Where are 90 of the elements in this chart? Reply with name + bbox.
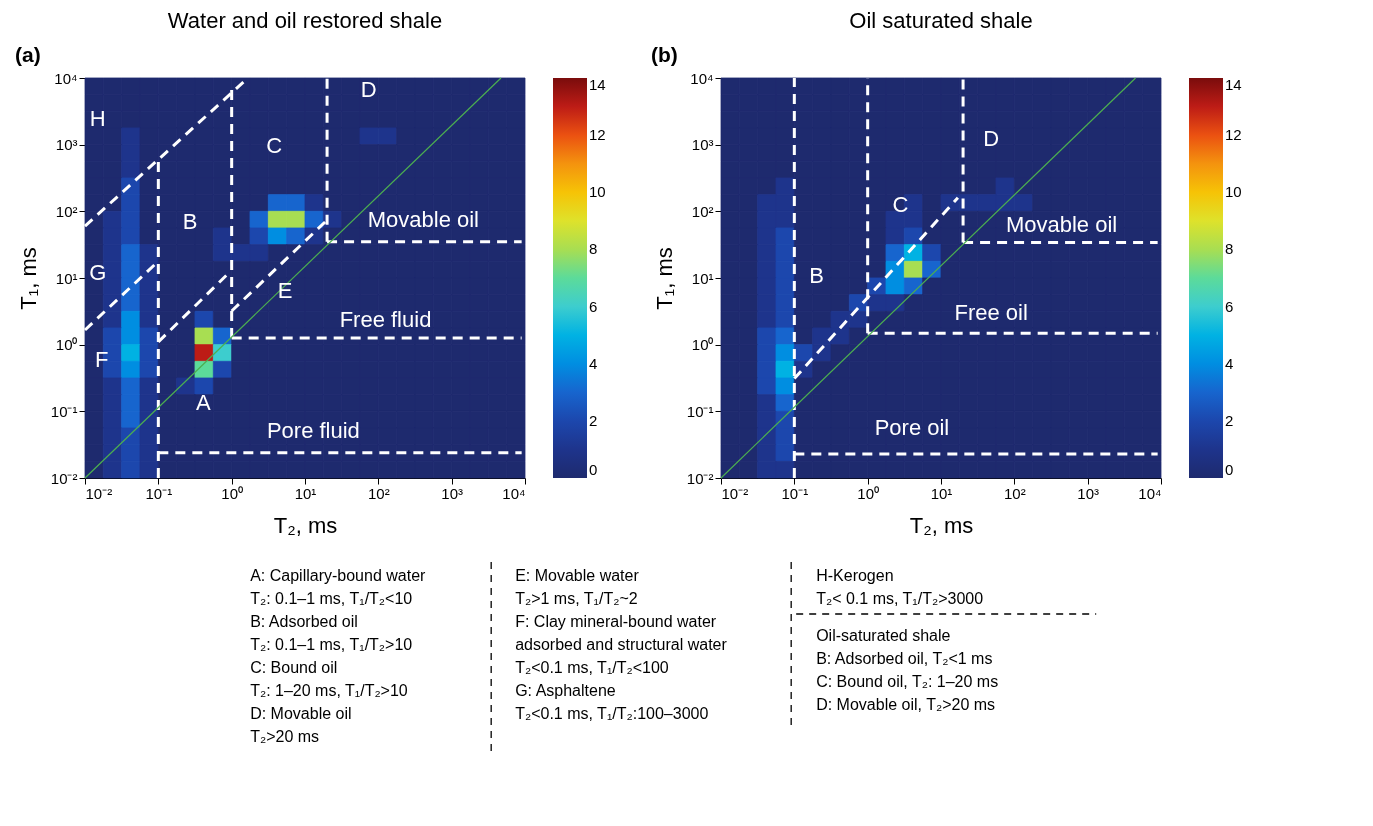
y-axis-title: T₁, ms [15, 247, 41, 310]
text: adsorbed and structural water [515, 636, 728, 653]
text: (a) [15, 43, 41, 66]
color-bar-label: 6 [589, 297, 598, 315]
text: C: Bound oil, T₂: 1–20 ms [816, 673, 999, 690]
text: T₂: 0.1–1 ms, T₁/T₂<10 [250, 590, 413, 607]
annotation: Free fluid [339, 307, 432, 333]
text: T₂: 1–20 ms, T₁/T₂>10 [250, 682, 408, 699]
y-tick-label: 10² [55, 202, 78, 220]
color-bar-label: 10 [1225, 183, 1242, 201]
x-tick-label: 10³ [1077, 484, 1100, 502]
annotation: D [360, 77, 377, 103]
x-tick-label: 10³ [441, 484, 464, 502]
annotation: B [182, 208, 198, 234]
x-tick-label: 10⁴ [502, 484, 526, 502]
y-tick-label: 10² [691, 202, 714, 220]
annotation: F [94, 347, 109, 372]
y-tick-label: 10⁻² [686, 469, 714, 487]
annotation: Movable oil [367, 206, 479, 232]
annotation: Movable oil [1005, 211, 1118, 237]
color-bar-label: 4 [1225, 354, 1234, 372]
y-tick-label: 10⁻¹ [50, 402, 78, 420]
y-tick-label: 10¹ [691, 269, 714, 287]
chart-title: Water and oil restored shale [167, 8, 443, 33]
text: C: Bound oil [250, 659, 338, 676]
x-axis-title: T₂, ms [909, 512, 974, 538]
color-bar-label: 0 [1225, 461, 1234, 478]
color-bar-label: 2 [1225, 411, 1234, 429]
text: T₂>1 ms, T₁/T₂~2 [515, 590, 638, 607]
y-tick-label: 10³ [55, 136, 78, 154]
text: T₂>20 ms [250, 728, 320, 745]
text: T₂<0.1 ms, T₁/T₂<100 [515, 659, 669, 676]
annotation: Free oil [954, 299, 1028, 325]
y-tick-label: 10⁴ [54, 69, 78, 87]
x-axis-title: T₂, ms [273, 512, 338, 538]
x-tick-label: 10⁰ [221, 484, 244, 502]
text: D: Movable oil [250, 705, 352, 722]
x-tick-label: 10⁻¹ [781, 484, 809, 502]
annotation: C [892, 192, 909, 218]
text: G: Asphaltene [515, 682, 616, 699]
annotation: G [89, 259, 107, 285]
text: B: Adsorbed oil, T₂<1 ms [816, 650, 993, 667]
annotation: A [196, 389, 212, 415]
x-tick-label: 10⁻¹ [145, 484, 173, 502]
color-bar-label: 4 [589, 354, 598, 372]
y-tick-label: 10⁰ [55, 336, 78, 354]
y-tick-label: 10⁴ [690, 69, 714, 87]
annotation: D [983, 126, 1000, 152]
y-tick-label: 10⁻² [50, 469, 78, 487]
x-tick-label: 10⁴ [1138, 484, 1162, 502]
text: H-Kerogen [816, 567, 894, 584]
y-tick-label: 10⁰ [691, 336, 714, 354]
text: Oil-saturated shale [816, 627, 951, 644]
annotation: E [277, 277, 293, 303]
color-bar-label: 12 [1225, 126, 1242, 144]
text: A: Capillary-bound water [250, 567, 427, 584]
text: T₂< 0.1 ms, T₁/T₂>3000 [816, 590, 984, 607]
text: D: Movable oil, T₂>20 ms [816, 696, 996, 713]
color-bar-label: 2 [589, 411, 598, 429]
x-tick-label: 10¹ [930, 484, 953, 502]
text: (b) [651, 43, 678, 66]
x-tick-label: 10² [367, 484, 390, 502]
color-bar-label: 8 [589, 240, 598, 258]
color-bar-label: 14 [589, 76, 606, 93]
text: T₂: 0.1–1 ms, T₁/T₂>10 [250, 636, 413, 653]
annotation: B [809, 263, 824, 289]
color-bar-label: 14 [1225, 76, 1242, 93]
color-bar-label: 6 [1225, 297, 1234, 315]
color-bar-label: 8 [1225, 240, 1234, 258]
x-tick-label: 10⁻² [721, 484, 749, 502]
y-tick-label: 10³ [691, 136, 714, 154]
x-tick-label: 10⁰ [857, 484, 880, 502]
annotation: C [266, 133, 283, 158]
annotation: Pore oil [874, 414, 950, 440]
annotation: Pore fluid [266, 417, 360, 443]
text: T₂<0.1 ms, T₁/T₂:100–3000 [515, 705, 709, 722]
color-bar-label: 10 [589, 183, 606, 201]
text: F: Clay mineral-bound water [515, 613, 717, 630]
annotation: H [89, 106, 106, 132]
y-tick-label: 10¹ [55, 269, 78, 287]
text: E: Movable water [515, 567, 640, 584]
chart-title: Oil saturated shale [849, 8, 1033, 33]
color-bar-label: 0 [589, 461, 598, 478]
color-bar-label: 12 [589, 126, 606, 144]
y-axis-title: T₁, ms [651, 247, 677, 310]
y-tick-label: 10⁻¹ [686, 402, 714, 420]
x-tick-label: 10² [1003, 484, 1026, 502]
x-tick-label: 10⁻² [85, 484, 113, 502]
x-tick-label: 10¹ [294, 484, 317, 502]
text: B: Adsorbed oil [250, 613, 358, 630]
